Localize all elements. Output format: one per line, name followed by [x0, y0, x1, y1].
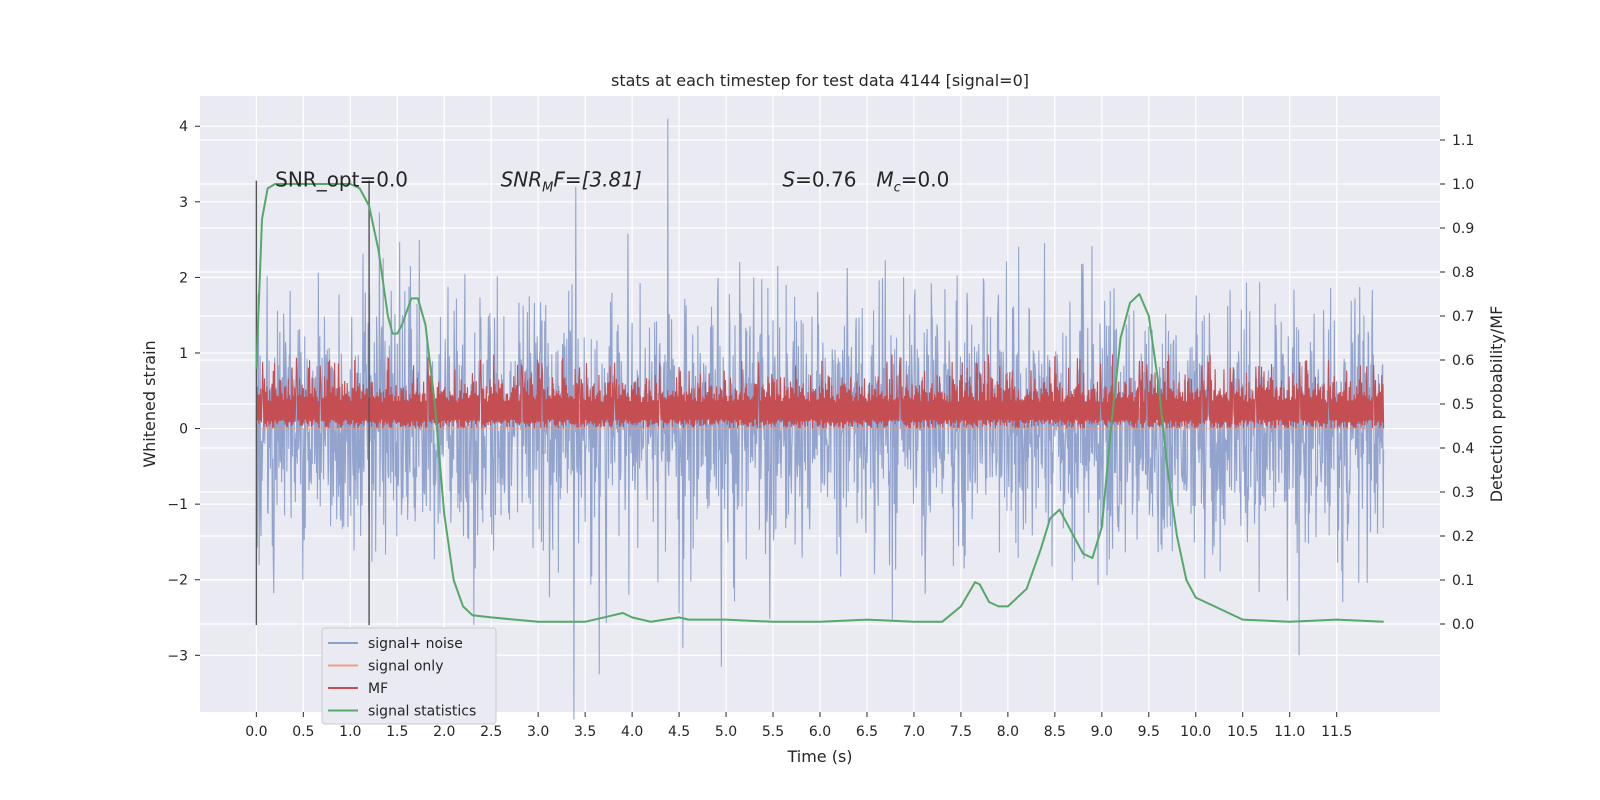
x-tick-label: 4.5 — [668, 724, 690, 740]
y-right-tick-label: 0.0 — [1452, 617, 1474, 633]
legend-label: signal statistics — [368, 704, 476, 720]
y-tick-label: −3 — [167, 648, 188, 664]
y-right-tick-label: 0.6 — [1452, 353, 1474, 369]
legend-label: signal+ noise — [368, 636, 463, 652]
y-right-tick-label: 0.3 — [1452, 485, 1474, 501]
y-axis-label: Whitened strain — [140, 340, 159, 467]
annotation-snr-mf: SNRMF=[3.81] — [501, 168, 642, 196]
x-tick-label: 1.0 — [339, 724, 361, 740]
x-tick-label: 7.5 — [950, 724, 972, 740]
series-signal-noise — [255, 118, 1385, 720]
y-axis-left: −3 −2 −1 0 1 2 3 4 — [167, 119, 200, 664]
x-tick-label: 8.0 — [997, 724, 1019, 740]
annotation-s-value: =0.76 — [795, 168, 856, 192]
y-tick-label: 3 — [179, 195, 188, 211]
x-tick-label: 1.5 — [386, 724, 408, 740]
annotation-snr-mf-sub: M — [542, 181, 553, 196]
x-tick-label: 9.5 — [1138, 724, 1160, 740]
x-tick-label: 11.0 — [1274, 724, 1305, 740]
series-mf — [255, 354, 1385, 429]
x-tick-label: 9.0 — [1091, 724, 1113, 740]
y-tick-label: −2 — [167, 573, 188, 589]
x-axis-label: Time (s) — [786, 747, 852, 766]
x-tick-label: 10.0 — [1180, 724, 1211, 740]
x-tick-label: 7.0 — [903, 724, 925, 740]
annotations: SNR_opt=0.0 SNRMF=[3.81] S=0.76 Mc=0.0 — [275, 168, 949, 196]
annotation-snr-mf-base: SNR — [501, 168, 543, 192]
y-axis-right-label: Detection probability/MF — [1487, 306, 1506, 503]
annotation-s-label: S — [782, 168, 795, 192]
vertical-markers — [255, 180, 370, 626]
x-tick-label: 3.0 — [527, 724, 549, 740]
y-right-tick-label: 0.4 — [1452, 441, 1474, 457]
x-tick-label: 11.5 — [1321, 724, 1352, 740]
noise-trace — [255, 118, 1385, 720]
signal-statistics-line — [255, 183, 1384, 623]
x-tick-label: 5.5 — [762, 724, 784, 740]
y-right-tick-label: 0.7 — [1452, 309, 1474, 325]
y-axis-right: 0.0 0.1 0.2 0.3 0.4 0.5 0.6 0.7 0.8 0.9 1.0 1.1 — [1440, 133, 1474, 633]
legend-label: signal only — [368, 659, 443, 675]
x-tick-label: 6.5 — [856, 724, 878, 740]
x-tick-label: 6.0 — [809, 724, 831, 740]
x-tick-label: 0.0 — [245, 724, 267, 740]
legend-label: MF — [368, 681, 388, 697]
x-tick-label: 8.5 — [1044, 724, 1066, 740]
y-right-tick-label: 0.2 — [1452, 529, 1474, 545]
y-tick-label: −1 — [167, 497, 188, 513]
x-tick-label: 2.0 — [433, 724, 455, 740]
x-tick-label: 4.0 — [621, 724, 643, 740]
annotation-mc-base: M — [876, 168, 893, 192]
y-tick-label: 1 — [179, 346, 188, 362]
y-tick-label: 4 — [179, 119, 188, 135]
y-right-tick-label: 0.9 — [1452, 221, 1474, 237]
y-tick-label: 2 — [179, 270, 188, 286]
x-tick-label: 2.5 — [480, 724, 502, 740]
x-tick-label: 5.0 — [715, 724, 737, 740]
y-right-tick-label: 0.8 — [1452, 265, 1474, 281]
annotation-snr-opt: SNR_opt=0.0 — [275, 168, 408, 192]
annotation-snr-mf-tail: F=[3.81] — [553, 168, 641, 192]
x-axis: 0.0 0.5 1.0 1.5 2.0 2.5 3.0 3.5 4.0 4.5 5.0 5.5 6.0 6… — [245, 712, 1352, 740]
x-tick-label: 10.5 — [1227, 724, 1258, 740]
mf-trace — [255, 354, 1385, 429]
annotation-mc: Mc=0.0 — [876, 168, 949, 196]
annotation-mc-sub: c — [894, 181, 901, 196]
legend: signal+ noise signal only MF signal statist… — [321, 627, 497, 725]
x-tick-label: 3.5 — [574, 724, 596, 740]
y-right-tick-label: 0.5 — [1452, 397, 1474, 413]
y-right-tick-label: 0.1 — [1452, 573, 1474, 589]
y-tick-label: 0 — [179, 422, 188, 438]
series-signal-statistics — [255, 183, 1384, 623]
x-tick-label: 0.5 — [292, 724, 314, 740]
y-right-tick-label: 1.0 — [1452, 177, 1474, 193]
legend-box — [321, 627, 497, 725]
y-right-tick-label: 1.1 — [1452, 133, 1474, 149]
annotation-s: S=0.76 — [782, 168, 856, 192]
annotation-mc-value: =0.0 — [901, 168, 950, 192]
chart-title: stats at each timestep for test data 414… — [611, 71, 1029, 90]
